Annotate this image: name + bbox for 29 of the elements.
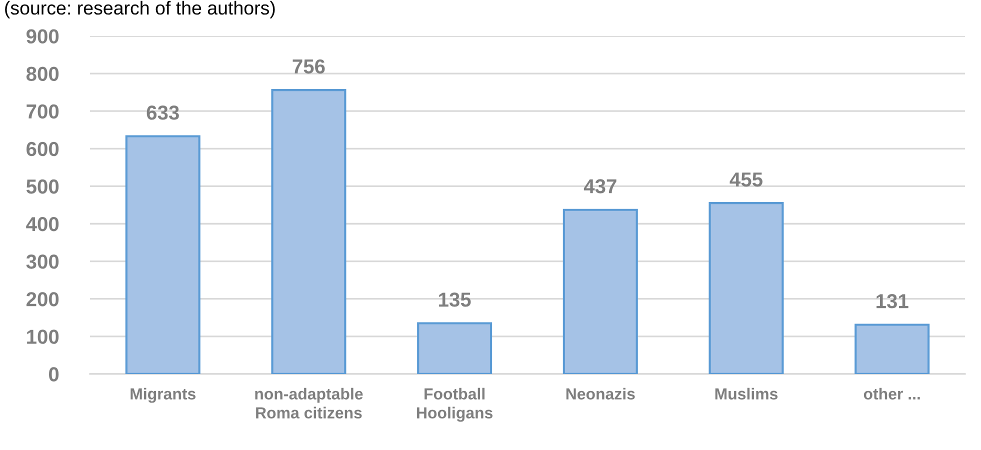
y-tick-label: 300 [26,254,59,269]
data-label: 437 [584,179,616,194]
y-tick-label: 900 [26,29,59,44]
bar [417,322,492,374]
bar [271,89,346,374]
y-tick-label: 700 [26,104,59,119]
y-tick-label: 800 [26,66,59,82]
data-label: 633 [146,106,179,120]
x-tick-label: Muslims [715,388,778,400]
bar [562,208,638,374]
x-tick-label: Migrants [130,388,196,403]
y-tick-label: 500 [26,179,59,194]
data-label: 756 [292,59,325,74]
x-tick-label: Neonazis [566,388,635,400]
y-tick-label: 400 [26,216,59,232]
data-label: 135 [439,292,471,307]
bar [125,135,200,374]
data-label: 131 [876,294,908,308]
x-tick-label: other ... [864,388,920,400]
y-tick-label: 100 [27,330,59,344]
y-tick-label: 600 [26,142,59,156]
y-tick-label: 200 [26,292,59,306]
x-tick-label: non-adaptable Roma citizens [255,388,363,419]
text: (source: research of the authors) [5,0,275,18]
bar [708,202,784,374]
data-label: 455 [730,172,762,187]
y-tick-label: 0 [49,367,59,382]
x-tick-label: Football Hooligans [417,388,493,422]
bar [854,324,930,374]
